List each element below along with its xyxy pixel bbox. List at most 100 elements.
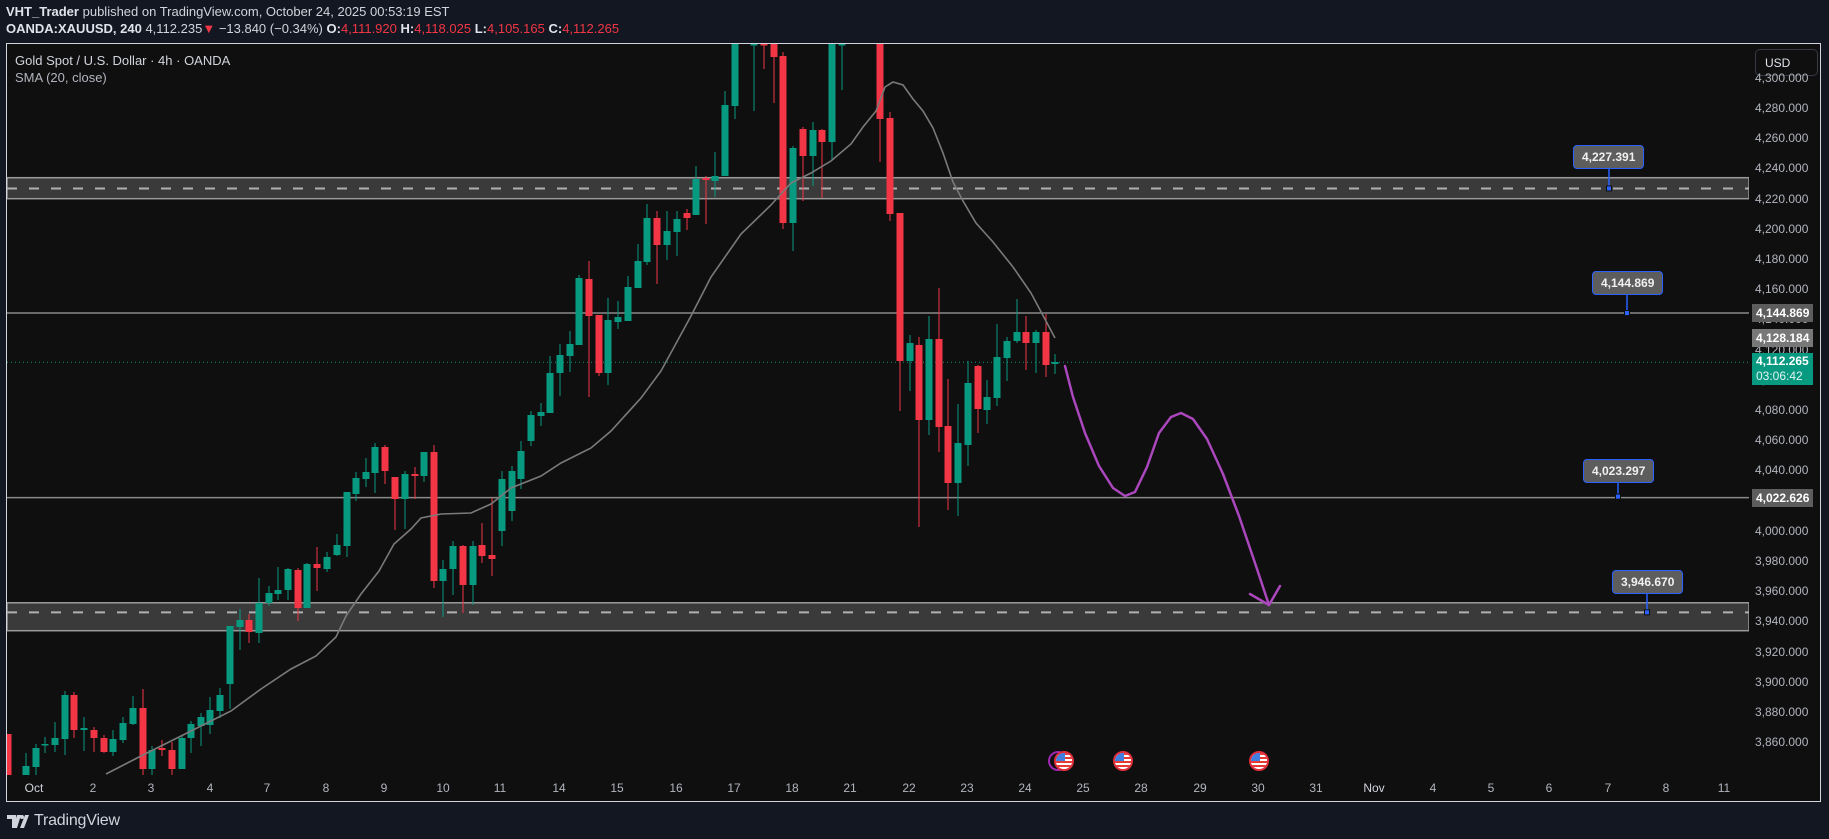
bullish-candle	[401, 474, 409, 499]
price-label: 4,128.184	[1752, 329, 1814, 348]
time-tick: 6	[1545, 781, 1553, 795]
bullish-candle	[750, 44, 758, 46]
bearish-candle	[974, 366, 982, 409]
bullish-candle	[925, 339, 933, 420]
price-change: −13.840 (−0.34%)	[218, 21, 323, 36]
bearish-candle	[70, 695, 78, 730]
bearish-candle	[683, 213, 691, 218]
bullish-candle	[1032, 332, 1040, 343]
high-label: H:	[400, 21, 415, 36]
bullish-candle	[51, 738, 59, 745]
callout-anchor-dot	[1615, 493, 1621, 500]
callout-anchor-dot	[1644, 609, 1650, 616]
price-callout[interactable]: 4,227.391	[1573, 145, 1645, 169]
bearish-candle	[876, 44, 884, 119]
price-tick: 4,220.000	[1755, 191, 1809, 206]
price-tick: 4,060.000	[1755, 433, 1809, 448]
bullish-candle	[546, 373, 554, 413]
time-tick: 25	[1076, 781, 1090, 795]
bullish-candle	[303, 564, 311, 608]
bullish-candle	[41, 744, 49, 746]
bullish-candle	[226, 626, 234, 684]
bullish-candle	[566, 344, 574, 356]
price-callout[interactable]: 3,946.670	[1612, 570, 1684, 594]
bullish-candle	[809, 130, 817, 156]
time-tick: 4	[1429, 781, 1437, 795]
forecast-arrowhead-icon	[1248, 584, 1282, 607]
us-flag-icon[interactable]	[1249, 751, 1269, 771]
bearish-candle	[7, 734, 12, 775]
price-label: 4,144.869	[1752, 304, 1814, 323]
time-tick: 5	[1487, 781, 1495, 795]
bullish-candle	[22, 766, 30, 775]
us-flag-icon[interactable]	[1113, 751, 1133, 771]
time-tick: 15	[610, 781, 624, 795]
symbol-title: Gold Spot / U.S. Dollar · 4h · OANDA	[15, 53, 231, 68]
bearish-candle	[391, 477, 399, 499]
time-tick: 17	[727, 781, 741, 795]
price-tick: 3,920.000	[1755, 644, 1809, 659]
bullish-candle	[255, 603, 263, 633]
time-tick: Oct	[24, 781, 44, 795]
sma-20-line	[105, 81, 1056, 775]
bullish-candle	[206, 710, 214, 725]
price-tick: 3,900.000	[1755, 674, 1809, 689]
bullish-candle	[673, 219, 681, 232]
price-callout[interactable]: 4,023.297	[1583, 459, 1655, 483]
bullish-candle	[828, 44, 836, 142]
author-name[interactable]: VHT_Trader	[6, 4, 79, 19]
time-tick: 24	[1018, 781, 1032, 795]
bearish-candle	[944, 426, 952, 483]
chart-pane[interactable]: Gold Spot / U.S. Dollar · 4h · OANDA SMA…	[6, 43, 1821, 802]
price-tick: 4,000.000	[1755, 523, 1809, 538]
open-label: O:	[326, 21, 341, 36]
down-arrow-icon: ▼	[202, 21, 216, 36]
bullish-candle	[663, 231, 671, 245]
time-tick: 8	[322, 781, 330, 795]
bullish-candle	[575, 278, 583, 345]
close-value: 4,112.265	[562, 21, 620, 36]
callout-anchor-dot	[1624, 310, 1630, 317]
bullish-candle	[265, 593, 273, 603]
bearish-candle	[886, 118, 894, 214]
indicator-label[interactable]: SMA (20, close)	[15, 70, 107, 85]
time-tick: 21	[843, 781, 857, 795]
bullish-candle	[838, 44, 846, 46]
bearish-candle	[799, 129, 807, 156]
support-zone	[7, 602, 1750, 632]
bullish-candle	[109, 739, 117, 752]
bullish-candle	[556, 355, 564, 373]
price-callout[interactable]: 4,144.869	[1592, 271, 1664, 295]
time-tick: 2	[89, 781, 97, 795]
bullish-candle	[604, 320, 612, 373]
bullish-candle	[148, 750, 156, 769]
tradingview-logo-icon	[7, 814, 29, 828]
bullish-candle	[274, 590, 282, 594]
bearish-candle	[294, 570, 302, 608]
bearish-candle	[90, 730, 98, 738]
publication-info: VHT_Trader published on TradingView.com,…	[6, 4, 450, 19]
bullish-candle	[964, 383, 972, 445]
bullish-candle	[954, 443, 962, 483]
bullish-candle	[711, 176, 719, 181]
bearish-candle	[595, 315, 603, 373]
price-tick: 3,980.000	[1755, 554, 1809, 568]
us-flag-icon[interactable]	[1054, 751, 1074, 771]
bullish-candle	[129, 708, 137, 724]
current-price-value: 4,112.265	[1756, 354, 1809, 369]
bullish-candle	[469, 546, 477, 585]
symbol-label: OANDA:XAUUSD, 240	[6, 21, 142, 36]
bearish-candle	[488, 555, 496, 559]
currency-button[interactable]: USD	[1755, 49, 1818, 76]
price-chart[interactable]	[7, 44, 1821, 802]
bullish-candle	[498, 479, 506, 531]
bullish-candle	[420, 452, 428, 476]
bearish-candle	[702, 178, 710, 180]
bearish-candle	[770, 44, 778, 57]
bearish-candle	[245, 620, 253, 632]
price-tick: 4,180.000	[1755, 252, 1809, 266]
bullish-candle	[643, 218, 651, 262]
price-tick: 3,940.000	[1755, 614, 1809, 629]
current-price-label: 4,112.265 03:06:42	[1752, 353, 1813, 386]
time-tick: 7	[263, 781, 271, 795]
